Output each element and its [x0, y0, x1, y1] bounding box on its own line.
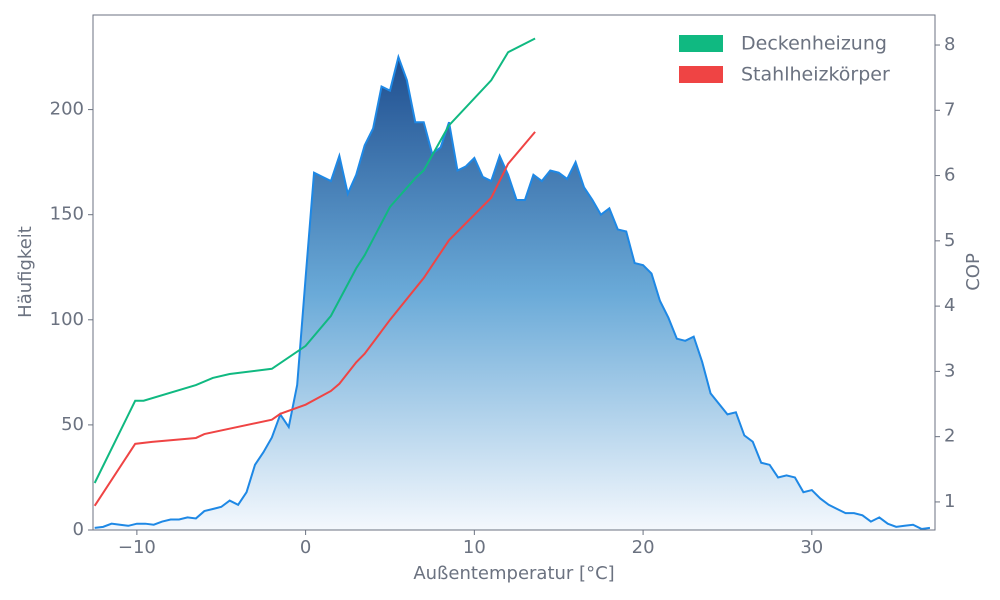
y2-tick-label: 4 [944, 295, 955, 316]
legend-label: Deckenheizung [741, 33, 887, 55]
y2-tick-label: 6 [944, 165, 955, 186]
area-fill [94, 57, 930, 530]
y2-tick-label: 1 [944, 491, 955, 512]
y2-tick-label: 8 [944, 34, 955, 55]
y-tick-label: 0 [73, 519, 84, 540]
x-tick-label: 0 [300, 537, 311, 558]
x-tick-label: 30 [800, 537, 823, 558]
x-tick-label: 20 [632, 537, 655, 558]
legend-label: Stahlheizkörper [741, 64, 890, 86]
y-tick-label: 200 [50, 99, 84, 120]
legend-swatch [679, 66, 723, 83]
y-axis-label: Häufigkeit [15, 226, 36, 318]
y2-tick-label: 3 [944, 360, 955, 381]
y-tick-label: 50 [61, 414, 84, 435]
y-tick-label: 150 [50, 204, 84, 225]
x-tick-label: 10 [463, 537, 486, 558]
y2-axis-label: COP [963, 253, 984, 291]
plot-frame [92, 14, 936, 531]
x-axis-label: Außentemperatur [°C] [413, 563, 614, 584]
y2-tick-label: 5 [944, 230, 955, 251]
y2-tick-label: 2 [944, 426, 955, 447]
y2-tick-label: 7 [944, 99, 955, 120]
y-tick-label: 100 [50, 309, 84, 330]
x-tick-label: −10 [118, 537, 156, 558]
cop-line [93, 37, 536, 484]
legend-swatch [679, 35, 723, 52]
cop-line [93, 131, 536, 507]
area-line [94, 53, 931, 530]
